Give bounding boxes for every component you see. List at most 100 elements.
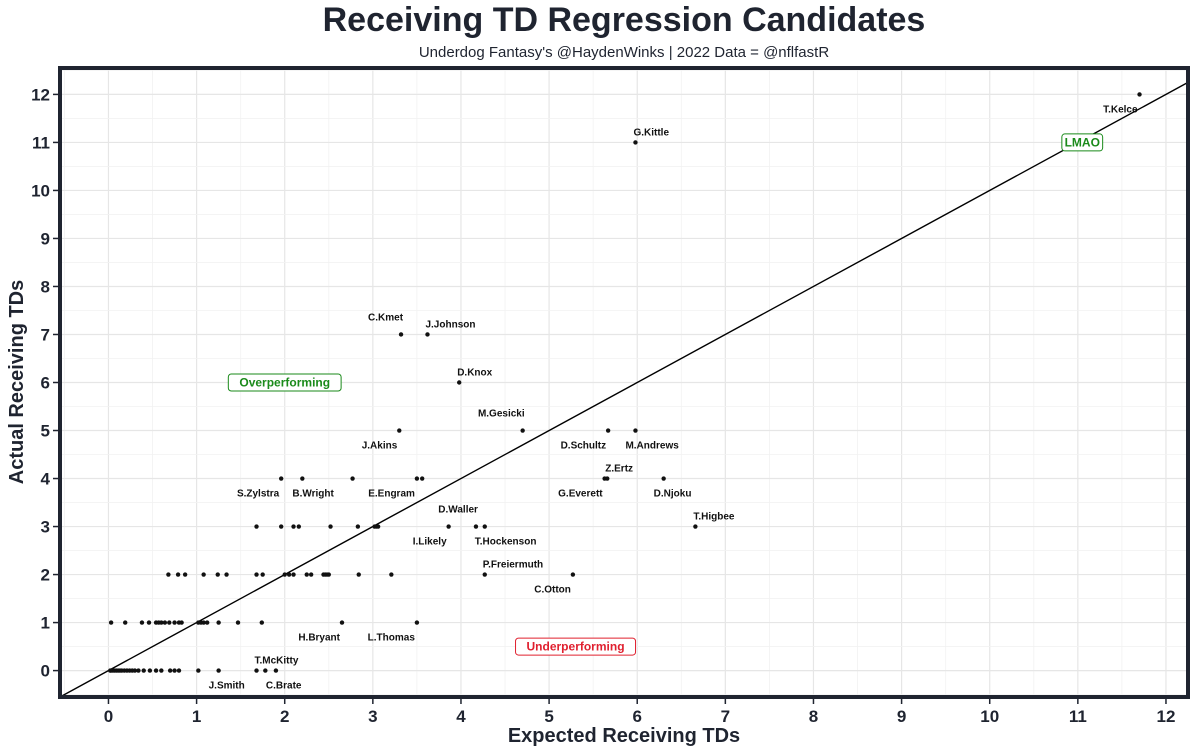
- data-point: [167, 668, 173, 673]
- point-label: J.Smith: [209, 681, 245, 692]
- x-tick-label: 7: [721, 707, 730, 726]
- annotations: Overperforming Underperforming LMAO: [227, 133, 1104, 656]
- data-point-j-smith: [216, 668, 221, 673]
- data-point: [350, 476, 355, 481]
- data-point: [254, 572, 259, 577]
- data-point: [162, 620, 168, 625]
- point-label: B.Wright: [292, 489, 334, 500]
- data-point: [355, 524, 361, 529]
- data-point-i-likely: [446, 524, 451, 529]
- data-point-c-brate: [273, 668, 279, 673]
- point-label: E.Engram: [368, 489, 415, 500]
- point-label: J.Johnson: [425, 319, 475, 330]
- point-label: L.Thomas: [368, 633, 416, 644]
- x-tick-label: 8: [809, 707, 818, 726]
- x-tick-label: 2: [280, 707, 289, 726]
- data-point: [254, 524, 259, 529]
- data-point: [278, 524, 284, 529]
- y-axis-title: Actual Receiving TDs: [6, 280, 28, 485]
- data-point: [326, 572, 331, 577]
- point-label: I.Likely: [413, 537, 447, 548]
- data-point: [259, 620, 265, 625]
- data-point: [308, 572, 314, 577]
- annotation-lmao: LMAO: [1061, 133, 1104, 152]
- x-tick-label: 10: [980, 707, 999, 726]
- data-point: [291, 572, 296, 577]
- data-point: [304, 572, 309, 577]
- data-point: [296, 524, 302, 529]
- data-point: [282, 572, 287, 577]
- point-label: G.Everett: [558, 489, 603, 500]
- x-tick-label: 0: [104, 707, 113, 726]
- annotation-underperforming: Underperforming: [515, 637, 637, 656]
- grid-lines: [60, 68, 1188, 697]
- data-point: [176, 668, 182, 673]
- y-tick-label: 5: [41, 422, 50, 441]
- y-tick-label: 2: [41, 566, 50, 585]
- annotation-overperforming: Overperforming: [227, 373, 342, 392]
- data-point-t-kelce: [1137, 92, 1142, 97]
- data-point-m-gesicki: [520, 428, 525, 433]
- x-axis-title: Expected Receiving TDs: [508, 725, 740, 747]
- data-point-t-hockenson: [482, 524, 487, 529]
- x-tick-label: 9: [897, 707, 906, 726]
- point-label: T.Higbee: [693, 512, 735, 523]
- data-point-d-njoku: [661, 476, 666, 481]
- point-label: D.Njoku: [654, 489, 692, 500]
- data-point: [146, 620, 152, 625]
- data-point-d-schultz: [605, 428, 611, 433]
- data-point: [204, 620, 210, 625]
- data-point: [328, 524, 333, 529]
- data-point: [153, 668, 159, 673]
- point-label: T.Kelce: [1103, 104, 1138, 115]
- point-label: Z.Ertz: [605, 464, 633, 475]
- data-point-t-higbee: [693, 524, 698, 529]
- data-point: [356, 572, 361, 577]
- data-point: [159, 620, 164, 625]
- y-tick-label: 1: [41, 614, 50, 633]
- data-point: [147, 668, 153, 673]
- point-label: G.Kittle: [633, 127, 669, 138]
- data-point-c-otton: [570, 572, 576, 577]
- annotation-text: Underperforming: [527, 640, 625, 654]
- point-label: D.Knox: [457, 368, 492, 379]
- annotation-box: [515, 637, 637, 656]
- point-labels: T.Kelce G.Kittle C.Kmet J.Johnson D.Knox J.Ak…: [209, 104, 1138, 691]
- point-label: D.Waller: [438, 505, 478, 516]
- data-point: [182, 572, 188, 577]
- data-point: [179, 620, 184, 625]
- point-label: J.Akins: [362, 441, 398, 452]
- data-point-g-kittle: [633, 140, 638, 145]
- data-point-c-kmet: [398, 332, 404, 337]
- data-point: [166, 572, 171, 577]
- data-point: [215, 572, 220, 577]
- data-point: [216, 620, 221, 625]
- data-point-j-akins: [397, 428, 402, 433]
- data-point: [260, 572, 265, 577]
- data-point: [286, 572, 292, 577]
- data-point: [291, 524, 296, 529]
- data-point-t-mckitty: [254, 668, 259, 673]
- annotation-text: Overperforming: [239, 376, 330, 390]
- data-point: [159, 668, 164, 673]
- data-point: [175, 572, 181, 577]
- data-point: [136, 668, 141, 673]
- data-point-p-freiermuth: [482, 572, 487, 577]
- y-tick-label: 3: [41, 518, 50, 537]
- point-label: C.Brate: [266, 681, 302, 692]
- point-label: T.McKitty: [255, 656, 299, 667]
- x-tick-label: 11: [1069, 707, 1087, 726]
- point-label: C.Otton: [534, 585, 571, 596]
- x-tick-label: 12: [1157, 707, 1176, 726]
- plot-frame: [58, 66, 1190, 699]
- data-point: [196, 668, 201, 673]
- y-tick-label: 11: [32, 133, 50, 152]
- x-tick-label: 3: [368, 707, 377, 726]
- x-tick-label: 1: [192, 707, 201, 726]
- data-point: [224, 572, 229, 577]
- annotation-text: LMAO: [1065, 135, 1100, 149]
- point-label: T.Hockenson: [475, 537, 537, 548]
- data-point-g-everett: [602, 476, 607, 481]
